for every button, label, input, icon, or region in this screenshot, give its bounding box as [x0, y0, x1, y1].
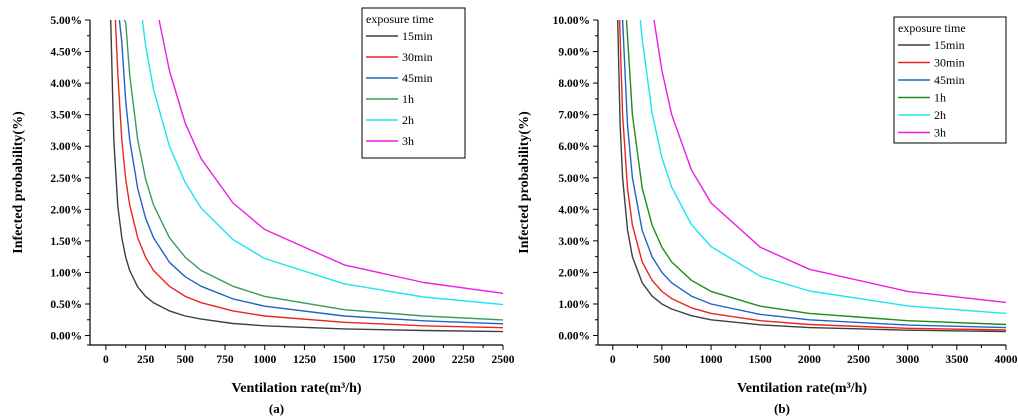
legend-title: exposure time	[898, 21, 966, 35]
y-tick-label: 2.00%	[558, 267, 590, 279]
y-tick-label: 9.00%	[558, 47, 590, 59]
legend-label: 15min	[402, 29, 433, 43]
x-tick-label: 0	[103, 354, 109, 366]
chart-panel-a: 0.00% 0.50% 1.00% 1.50% 2.00% 2.50% 3.00% 3.50%…	[11, 7, 515, 416]
y-tick-label: 8.00%	[558, 78, 590, 90]
y-tick-label: 3.00%	[558, 236, 590, 248]
series-line-45min	[621, 20, 1006, 329]
legend: exposure time 15min 30min 45min 1h 2h 3h	[361, 7, 466, 159]
series-line-3h	[653, 20, 1006, 304]
x-tick-label: 0	[610, 354, 616, 366]
y-tick-label: 1.00%	[558, 299, 590, 311]
series-line-2h	[639, 20, 1006, 315]
y-tick-label: 1.00%	[50, 267, 82, 279]
y-tick-label: 4.00%	[558, 204, 590, 216]
x-axis-title: Ventilation rate(m³/h)	[231, 381, 361, 396]
x-tick-label: 500	[177, 354, 195, 366]
x-tick-label: 750	[216, 354, 234, 366]
series-line-3h	[158, 20, 503, 294]
legend-label: 2h	[402, 113, 414, 127]
y-axis-title: Infected probability(%)	[11, 111, 26, 254]
y-tick-label: 0.00%	[558, 331, 590, 343]
y-tick-label: 10.00%	[553, 15, 590, 27]
x-tick-label: 1000	[253, 354, 276, 366]
x-tick-label: 1250	[293, 354, 316, 366]
series-line-15min	[617, 20, 1006, 333]
y-tick-label: 3.50%	[50, 110, 82, 122]
legend-label: 30min	[934, 56, 965, 70]
legend-label: 3h	[934, 126, 946, 140]
x-axis-title: Ventilation rate(m³/h)	[737, 381, 867, 396]
series-group	[617, 20, 1006, 333]
y-tick-label: 2.50%	[50, 173, 82, 185]
series-line-1h	[625, 20, 1006, 326]
legend-label: 30min	[402, 50, 433, 64]
x-tick-label: 1500	[333, 354, 356, 366]
y-tick-label: 2.00%	[50, 204, 82, 216]
panel-label: (b)	[774, 401, 790, 416]
y-tick-label: 5.00%	[50, 15, 82, 27]
x-tick-label: 250	[137, 354, 155, 366]
legend-label: 1h	[934, 91, 946, 105]
panel-label: (a)	[269, 401, 284, 416]
x-tick-label: 2500	[492, 354, 515, 366]
x-tick-label: 3000	[896, 354, 919, 366]
series-line-30min	[114, 20, 503, 329]
y-tick-label: 5.00%	[558, 173, 590, 185]
y-tick-label: 1.50%	[50, 236, 82, 248]
legend-label: 45min	[934, 73, 965, 87]
x-tick-label: 500	[653, 354, 671, 366]
x-tick-label: 1750	[372, 354, 395, 366]
y-tick-label: 4.50%	[50, 47, 82, 59]
legend: exposure time 15min 30min 45min 1h 2h 3h	[893, 16, 1007, 144]
y-axis-title: Infected probability(%)	[517, 111, 532, 254]
series-line-30min	[618, 20, 1006, 331]
x-tick-label: 3500	[945, 354, 968, 366]
y-tick-label: 0.50%	[50, 299, 82, 311]
y-tick-label: 7.00%	[558, 110, 590, 122]
x-tick-label: 2000	[798, 354, 821, 366]
x-tick-label: 1500	[749, 354, 772, 366]
x-tick-label: 4000	[995, 354, 1018, 366]
y-tick-label: 4.00%	[50, 78, 82, 90]
legend-label: 3h	[402, 134, 414, 148]
x-tick-label: 2500	[847, 354, 870, 366]
series-group	[110, 20, 503, 333]
series-line-15min	[110, 20, 503, 333]
x-tick-label: 2000	[412, 354, 435, 366]
chart-panel-b: 0.00% 1.00% 2.00% 3.00% 4.00% 5.00% 6.00% 7.00%…	[517, 15, 1018, 416]
x-tick-label: 2250	[452, 354, 475, 366]
y-tick-label: 6.00%	[558, 141, 590, 153]
y-tick-label: 0.00%	[50, 331, 82, 343]
legend-label: 45min	[402, 71, 433, 85]
series-line-2h	[141, 20, 503, 306]
y-tick-label: 3.00%	[50, 141, 82, 153]
series-line-1h	[123, 20, 503, 321]
legend-label: 1h	[402, 92, 414, 106]
legend-label: 15min	[934, 38, 965, 52]
legend-label: 2h	[934, 108, 946, 122]
legend-box	[361, 7, 466, 159]
legend-title: exposure time	[366, 12, 434, 26]
series-line-45min	[118, 20, 503, 325]
x-tick-label: 1000	[700, 354, 723, 366]
